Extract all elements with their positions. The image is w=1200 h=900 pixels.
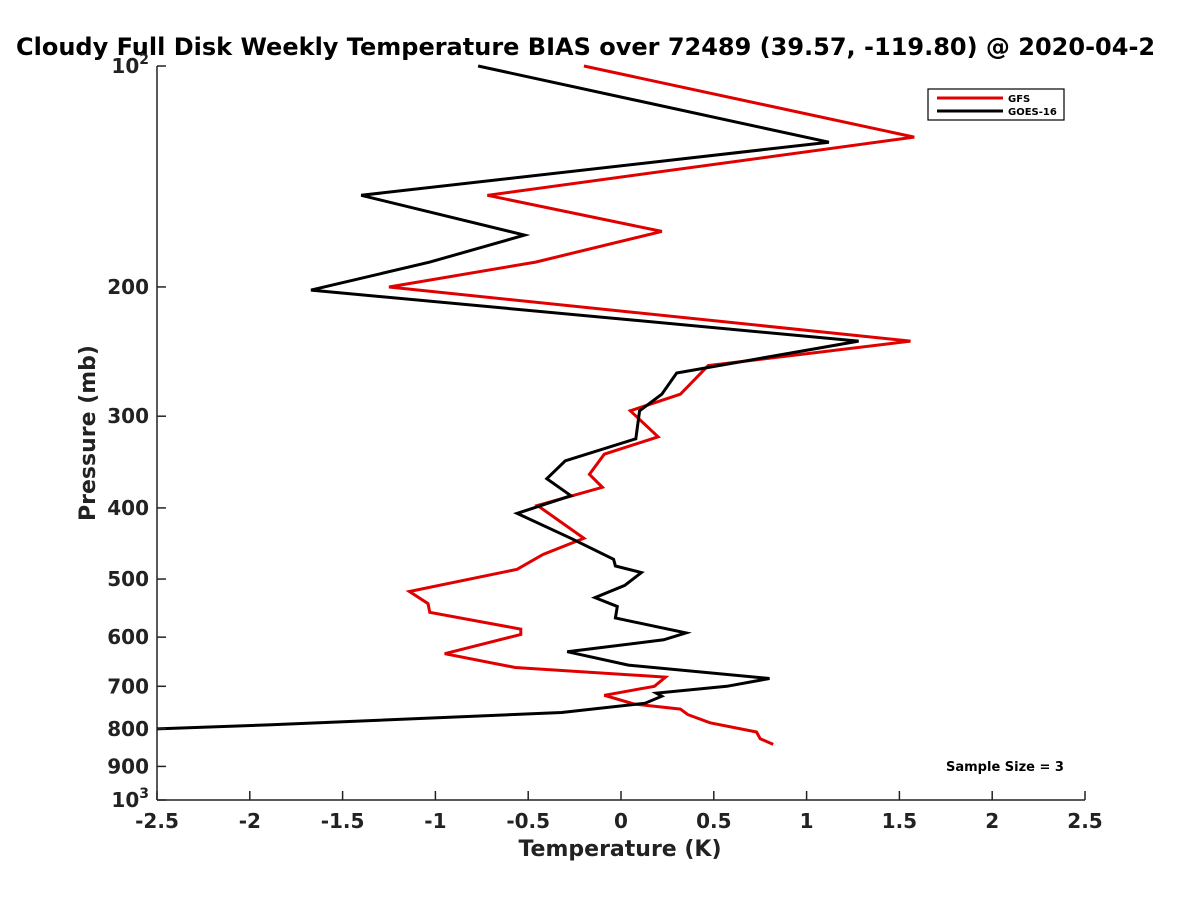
legend: GFS GOES-16 [927, 88, 1065, 121]
y-tick-label: 700 [107, 674, 149, 698]
x-tick-label: 2.5 [1067, 809, 1102, 833]
x-tick-label: -1.5 [321, 809, 365, 833]
y-tick-label: 500 [107, 567, 149, 591]
y-axis-label: Pressure (mb) [76, 345, 101, 521]
y-tick-label: 300 [107, 404, 149, 428]
y-tick-label: 600 [107, 625, 149, 649]
y-tick-label: 800 [107, 717, 149, 741]
y-tick-label: 102 [111, 52, 149, 78]
x-tick-label: 1.5 [882, 809, 917, 833]
series-layer [156, 64, 915, 746]
legend-label: GFS [1008, 94, 1030, 105]
y-tick-label: 103 [111, 786, 149, 812]
chart-title: Cloudy Full Disk Weekly Temperature BIAS… [16, 33, 1155, 61]
x-axis-label: Temperature (K) [518, 837, 721, 862]
x-tick-label: -2.5 [135, 809, 179, 833]
legend-box [927, 88, 1065, 121]
x-tick-label: 2 [985, 809, 999, 833]
y-tick-label: 400 [107, 496, 149, 520]
x-tick-label: -0.5 [506, 809, 550, 833]
sample-size-annotation: Sample Size = 3 [946, 760, 1064, 775]
y-tick-label: 200 [107, 275, 149, 299]
x-tick-label: 1 [800, 809, 814, 833]
x-tick-label: -2 [239, 809, 261, 833]
y-tick-label: 900 [107, 754, 149, 778]
x-tick-label: 0.5 [696, 809, 731, 833]
legend-label: GOES-16 [1008, 107, 1057, 118]
axis-ticks: -2.5 -2 -1.5 -1 -0.5 0 0.5 1 1.5 2 2.5 102 200 300 400… [107, 52, 1102, 833]
series-line-goes-16 [156, 64, 859, 731]
x-tick-label: -1 [424, 809, 446, 833]
x-tick-label: 0 [614, 809, 628, 833]
series-line-gfs [388, 64, 915, 746]
